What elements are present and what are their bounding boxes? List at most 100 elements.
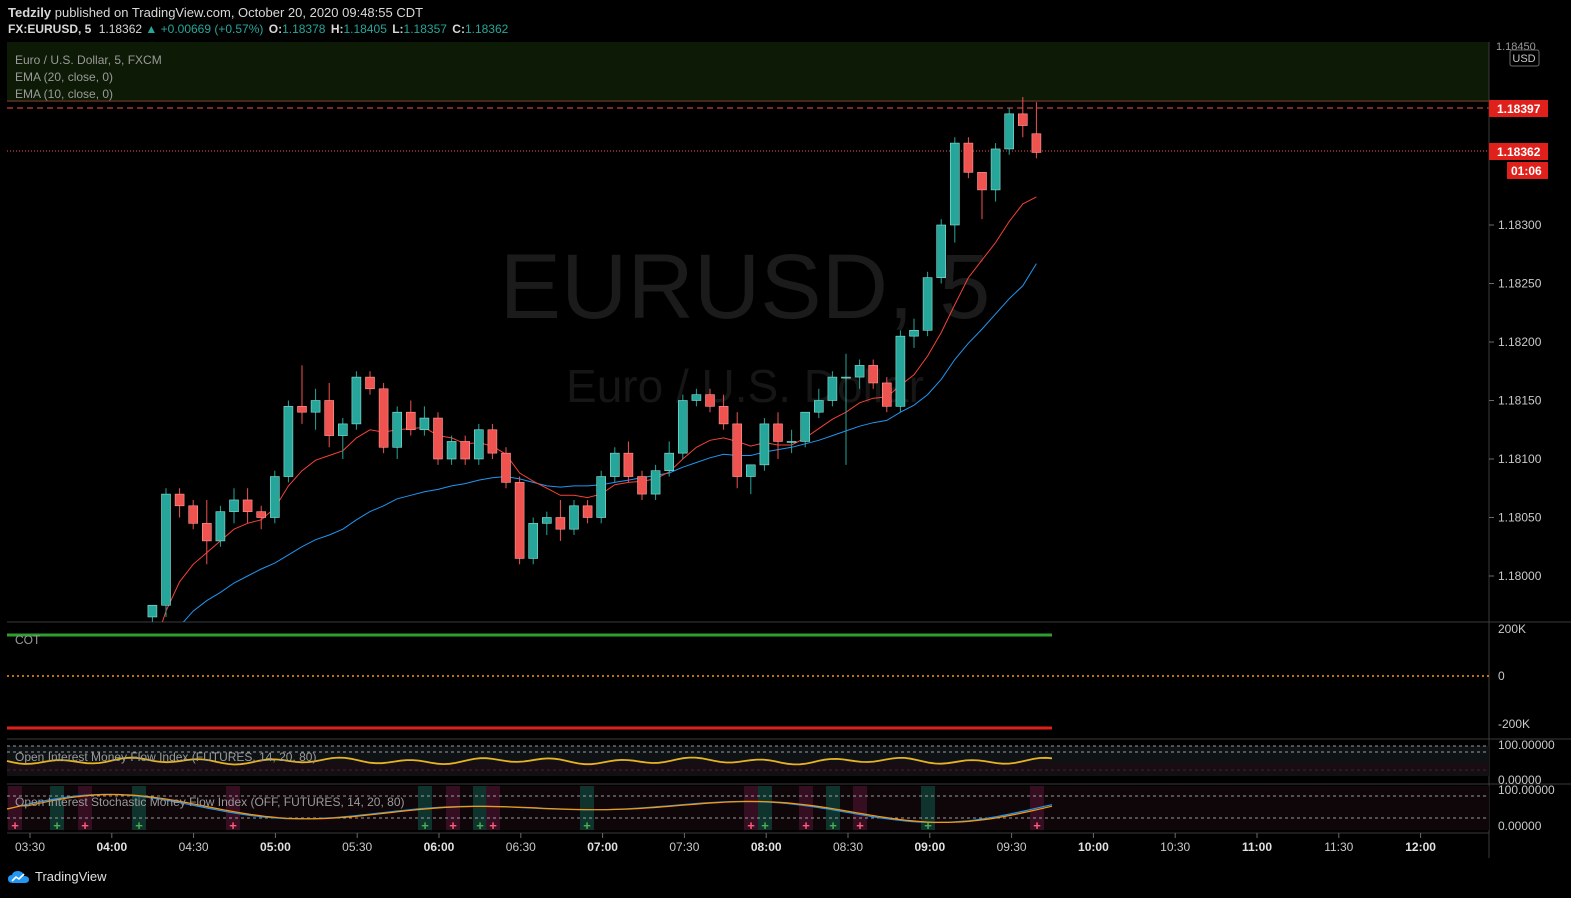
candle[interactable] bbox=[691, 388, 702, 407]
candle-body bbox=[283, 406, 294, 477]
legend-ema10[interactable]: EMA (10, close, 0) bbox=[15, 87, 114, 101]
candle[interactable] bbox=[596, 470, 607, 524]
candle[interactable] bbox=[229, 488, 239, 524]
main-pane[interactable] bbox=[7, 42, 1489, 622]
close-value: 1.18362 bbox=[464, 22, 509, 36]
cot-pane[interactable]: COT 200K 0 -200K bbox=[7, 622, 1530, 731]
candle-body bbox=[813, 400, 824, 413]
candle[interactable] bbox=[868, 359, 879, 389]
legend-symbol[interactable]: Euro / U.S. Dollar, 5, FXCM bbox=[15, 53, 162, 67]
candle[interactable] bbox=[800, 411, 811, 448]
candle[interactable] bbox=[528, 517, 539, 565]
candle[interactable] bbox=[637, 470, 647, 500]
candle-body bbox=[555, 517, 566, 530]
oimfi-pane[interactable]: Open Interest Money Flow Index (FUTURES,… bbox=[6, 738, 1555, 787]
chart-canvas[interactable]: EURUSD, 5 Euro / U.S. Dollar COT 200K 0 … bbox=[0, 0, 1571, 866]
candle[interactable] bbox=[419, 406, 430, 436]
candle[interactable] bbox=[786, 429, 797, 454]
candle[interactable] bbox=[759, 418, 770, 471]
candle[interactable] bbox=[324, 382, 335, 448]
candle[interactable] bbox=[949, 137, 960, 243]
candle[interactable] bbox=[963, 137, 974, 179]
candle[interactable] bbox=[446, 435, 457, 465]
time-tick-label: 07:00 bbox=[587, 840, 618, 854]
candle[interactable] bbox=[827, 371, 838, 407]
legend-ema20[interactable]: EMA (20, close, 0) bbox=[15, 70, 114, 84]
candle[interactable] bbox=[242, 488, 253, 524]
signal-column bbox=[580, 786, 594, 830]
candle[interactable] bbox=[609, 447, 620, 483]
candle[interactable] bbox=[514, 476, 525, 565]
candle[interactable] bbox=[161, 488, 171, 617]
candle[interactable] bbox=[1031, 102, 1042, 159]
candle[interactable] bbox=[895, 330, 906, 413]
currency-box[interactable] bbox=[1509, 49, 1540, 67]
publisher-name[interactable]: Tedzily bbox=[8, 5, 52, 20]
candle[interactable] bbox=[501, 447, 511, 489]
candle[interactable] bbox=[351, 371, 362, 430]
candle[interactable] bbox=[487, 423, 498, 459]
candle[interactable] bbox=[745, 464, 756, 495]
candle[interactable] bbox=[555, 499, 566, 541]
candle[interactable] bbox=[718, 394, 729, 430]
candle[interactable] bbox=[936, 219, 947, 284]
candle[interactable] bbox=[677, 394, 688, 459]
candle[interactable] bbox=[650, 464, 661, 500]
candle[interactable] bbox=[1004, 108, 1015, 155]
candle[interactable] bbox=[202, 499, 212, 565]
signal-plus-icon: + bbox=[924, 818, 932, 833]
cloud-icon bbox=[8, 870, 29, 883]
candle-body bbox=[623, 452, 634, 477]
low-value: 1.18357 bbox=[403, 22, 447, 36]
price-tick-label: 1.18250 bbox=[1498, 277, 1542, 291]
candle[interactable] bbox=[813, 388, 824, 419]
candle[interactable] bbox=[569, 499, 579, 536]
time-axis[interactable]: 03:30 04:00 04:30 05:00 05:30 06:00 06:30 07:00… bbox=[15, 833, 1436, 854]
candle[interactable] bbox=[392, 406, 403, 459]
candle[interactable] bbox=[541, 511, 552, 536]
candle[interactable] bbox=[977, 172, 987, 220]
candle[interactable] bbox=[269, 470, 280, 524]
candle[interactable] bbox=[405, 400, 416, 436]
candle[interactable] bbox=[460, 435, 471, 465]
candle[interactable] bbox=[664, 441, 675, 477]
candle[interactable] bbox=[433, 412, 443, 465]
signal-plus-icon: + bbox=[747, 818, 755, 833]
candle[interactable] bbox=[215, 505, 226, 547]
candle-body bbox=[745, 464, 756, 477]
candle[interactable] bbox=[854, 359, 865, 389]
candle-body bbox=[773, 423, 783, 442]
candle[interactable] bbox=[378, 382, 389, 454]
candle-layer[interactable] bbox=[147, 96, 1042, 623]
candle[interactable] bbox=[365, 371, 375, 395]
candle[interactable] bbox=[582, 499, 593, 524]
candle-body bbox=[990, 148, 1001, 191]
close-label: C: bbox=[452, 22, 465, 36]
candle[interactable] bbox=[1017, 96, 1028, 138]
candle[interactable] bbox=[732, 412, 743, 489]
signal-plus-icon: + bbox=[489, 818, 497, 833]
candle-body bbox=[351, 376, 362, 425]
tradingview-logo[interactable]: TradingView bbox=[8, 869, 107, 884]
chart-header: Tedzily published on TradingView.com, Oc… bbox=[0, 0, 1571, 40]
oismfi-pane[interactable]: + + + + + + + + + + + + + + + + + Open Interest Stochast… bbox=[6, 783, 1555, 833]
candle[interactable] bbox=[188, 499, 198, 530]
candle-body bbox=[446, 441, 457, 460]
candle[interactable] bbox=[881, 377, 892, 413]
candle[interactable] bbox=[623, 441, 634, 483]
candle[interactable] bbox=[174, 488, 185, 518]
candle[interactable] bbox=[310, 388, 321, 430]
candle[interactable] bbox=[841, 353, 851, 465]
candle[interactable] bbox=[990, 143, 1001, 202]
candle[interactable] bbox=[473, 423, 484, 465]
candle[interactable] bbox=[283, 400, 294, 483]
candle[interactable] bbox=[337, 418, 348, 459]
candle[interactable] bbox=[909, 318, 919, 348]
candle[interactable] bbox=[256, 505, 267, 530]
candle[interactable] bbox=[297, 365, 307, 424]
candle[interactable] bbox=[922, 271, 933, 337]
candle[interactable] bbox=[147, 604, 158, 623]
candle[interactable] bbox=[773, 412, 783, 459]
price-axis[interactable]: 1.18000 1.18050 1.18100 1.18150 1.18200 1.182… bbox=[1489, 218, 1542, 583]
candle[interactable] bbox=[705, 388, 715, 413]
